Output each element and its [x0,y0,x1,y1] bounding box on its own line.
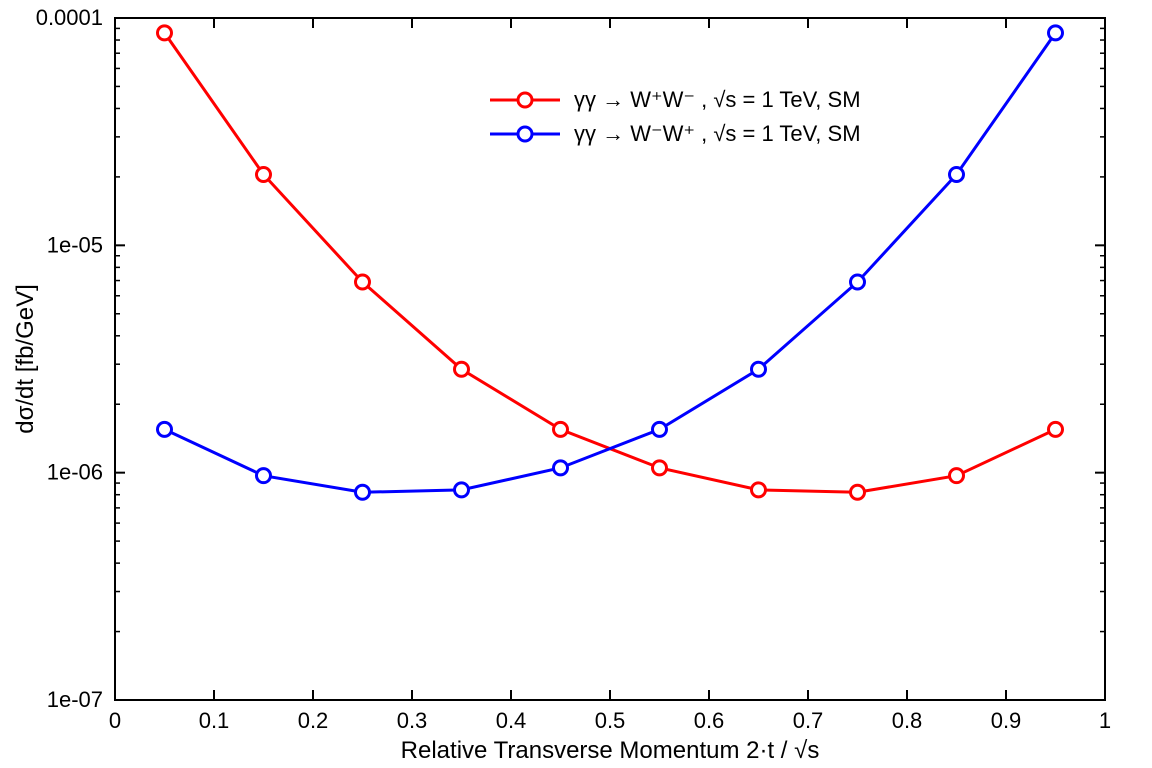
x-tick-label: 0.3 [397,708,428,733]
series-marker-1 [158,422,172,436]
x-tick-label: 0.5 [595,708,626,733]
series-marker-1 [554,461,568,475]
x-axis-label: Relative Transverse Momentum 2·t / √s [401,737,820,764]
series-marker-0 [851,485,865,499]
legend-label: γγ → W⁻W⁺ , √s = 1 TeV, SM [574,121,861,146]
x-tick-label: 0.7 [793,708,824,733]
chart-container: 0 0.1 0.2 0.3 0.4 0.5 0.6 0.7 0.8 0.9 1 1e-07 1e-06 1… [0,0,1152,768]
series-marker-0 [455,362,469,376]
series-marker-0 [653,461,667,475]
legend-sample-marker [518,127,532,141]
series-marker-1 [1049,26,1063,40]
y-tick-label: 1e-05 [47,232,103,257]
y-tick-label: 0.0001 [36,5,103,30]
series-marker-1 [356,485,370,499]
x-tick-label: 0 [109,708,121,733]
series-marker-0 [950,469,964,483]
series-marker-0 [356,275,370,289]
legend-label: γγ → W⁺W⁻ , √s = 1 TeV, SM [574,87,861,112]
series-marker-1 [950,167,964,181]
series-marker-1 [257,469,271,483]
series-marker-0 [257,167,271,181]
series-marker-0 [158,26,172,40]
series-marker-1 [455,483,469,497]
x-tick-label: 0.6 [694,708,725,733]
series-marker-0 [752,483,766,497]
y-axis-label: dσ/dt [fb/GeV] [12,284,39,434]
line-chart: 0 0.1 0.2 0.3 0.4 0.5 0.6 0.7 0.8 0.9 1 1e-07 1e-06 1… [0,0,1152,768]
x-tick-label: 0.4 [496,708,527,733]
legend-sample-marker [518,93,532,107]
series-marker-1 [851,275,865,289]
series-marker-0 [1049,422,1063,436]
y-tick-label: 1e-07 [47,687,103,712]
series-marker-0 [554,422,568,436]
y-tick-label: 1e-06 [47,460,103,485]
x-tick-label: 1 [1099,708,1111,733]
series-marker-1 [752,362,766,376]
series-marker-1 [653,422,667,436]
x-tick-label: 0.8 [892,708,923,733]
x-tick-label: 0.9 [991,708,1022,733]
x-tick-label: 0.2 [298,708,329,733]
x-tick-label: 0.1 [199,708,230,733]
